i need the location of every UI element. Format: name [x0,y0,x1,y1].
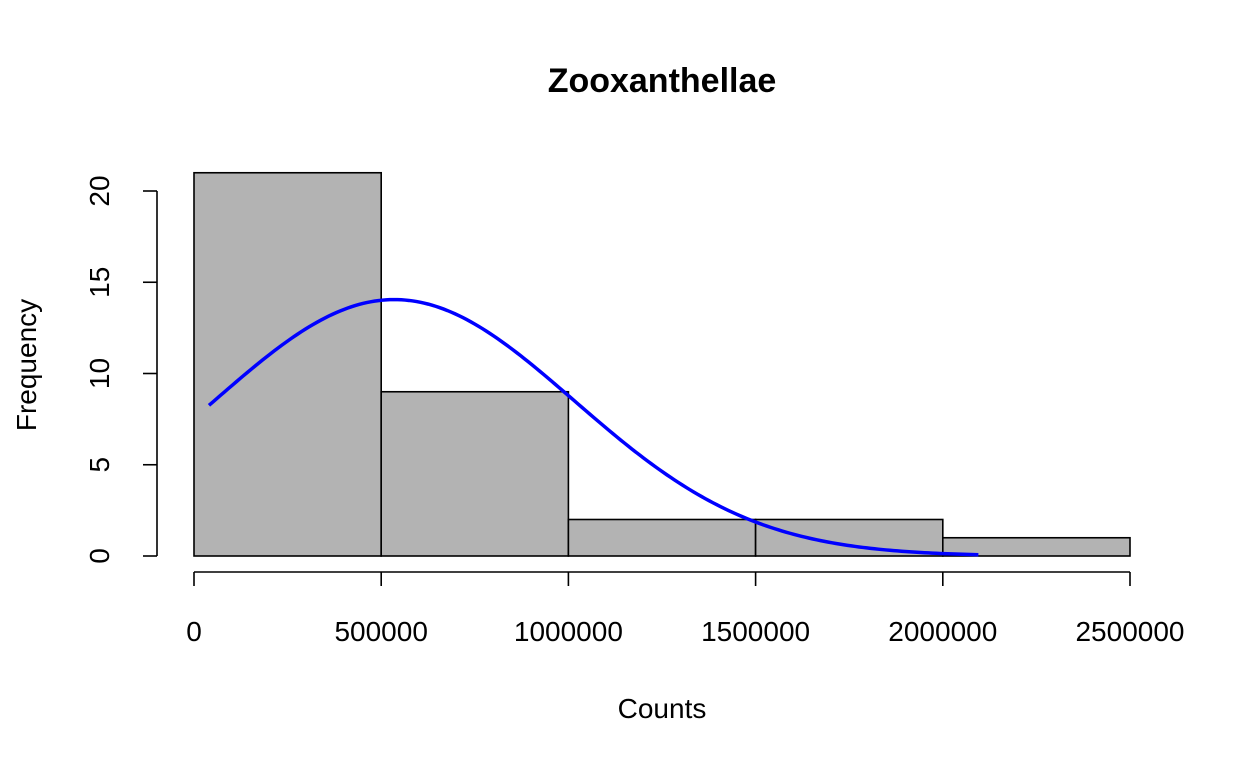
histogram-bar-3 [567,518,757,557]
histogram-bar-1 [193,171,382,557]
chart-title: Zooxanthellae [548,62,777,100]
x-tick-label-1000000: 1000000 [514,616,623,647]
x-axis: 0 500000 1000000 1500000 2000000 2500000 [186,571,1185,647]
y-tick-label-0: 0 [84,548,115,564]
y-axis-label: Frequency [11,299,42,431]
y-tick-label-10: 10 [84,358,115,389]
x-tick-label-0: 0 [186,616,202,647]
histogram-bars [193,171,1131,557]
x-tick-label-2500000: 2500000 [1075,616,1184,647]
x-tick-label-2000000: 2000000 [888,616,997,647]
histogram-bar-2 [380,390,570,557]
x-tick-label-1500000: 1500000 [701,616,810,647]
x-axis-label: Counts [618,693,707,724]
y-axis: 0 5 10 15 20 [84,175,158,564]
histogram-bar-4 [754,518,944,557]
normal-density-curve [207,297,979,557]
y-tick-label-5: 5 [84,457,115,473]
x-tick-label-500000: 500000 [334,616,427,647]
y-tick-label-20: 20 [84,175,115,206]
y-tick-label-15: 15 [84,267,115,298]
histogram-bar-5 [941,536,1131,557]
